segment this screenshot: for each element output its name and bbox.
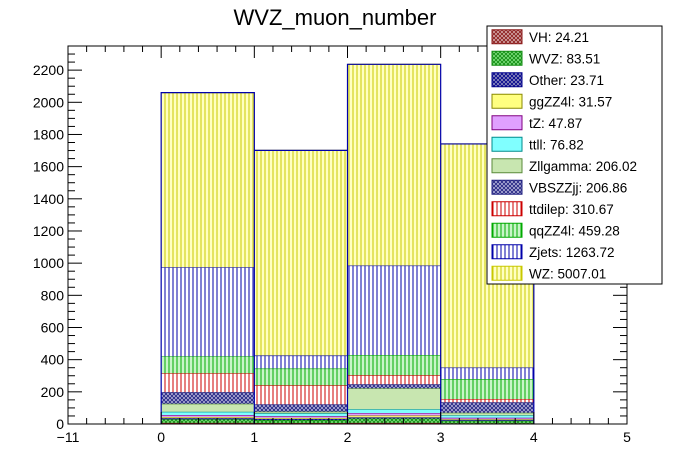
y-tick-label: 2000 [33, 94, 64, 110]
stack-outline [160, 63, 535, 424]
legend-label-ggzz4l: ggZZ4l: 31.57 [529, 94, 612, 109]
bar-wvz-bin-2 [347, 418, 441, 423]
bar-zjets-bin-1 [254, 355, 348, 369]
y-tick-label: 1800 [33, 126, 64, 142]
bar-vbszzjj-bin-2 [347, 384, 441, 389]
legend-swatch-zllgamma [491, 158, 523, 174]
x-tick-label: 1 [250, 429, 258, 445]
bar-ttll-bin-0 [161, 411, 255, 415]
bar-qqzz4l-bin-2 [347, 355, 441, 376]
legend-label-qqzz4l: qqZZ4l: 459.28 [529, 223, 620, 238]
bar-qqzz4l-bin-0 [161, 356, 255, 374]
x-tick-label: 0 [157, 429, 165, 445]
bar-zllgamma-bin-1 [254, 411, 348, 414]
bar-wz-bin-1 [254, 150, 348, 356]
y-tick-label: 2200 [33, 62, 64, 78]
legend-label-ttll: ttll: 76.82 [529, 137, 584, 152]
legend-swatch-ggzz4l [491, 93, 523, 109]
bar-tz-bin-2 [347, 413, 441, 416]
bar-zllgamma-bin-3 [440, 412, 534, 416]
x-tick-label: 5 [623, 429, 631, 445]
legend: VH: 24.21 WVZ: 83.51 Other: 23.71 ggZZ4l: 3… [486, 25, 663, 285]
legend-label-zjets: Zjets: 1263.72 [529, 245, 615, 260]
bar-tz-bin-1 [254, 416, 348, 418]
bar-tz-bin-3 [440, 417, 534, 420]
legend-label-other: Other: 23.71 [529, 73, 604, 88]
legend-swatch-ttll [491, 136, 523, 152]
legend-box [486, 25, 663, 285]
legend-label-tz: tZ: 47.87 [529, 116, 582, 131]
legend-swatch-zjets [491, 244, 523, 260]
legend-swatch-vh [491, 29, 523, 45]
legend-swatch-wvz [491, 50, 523, 66]
legend-swatch-other [491, 72, 523, 88]
chart-title: WVZ_muon_number [234, 5, 437, 30]
y-tick-label: 1200 [33, 223, 64, 239]
bar-ttll-bin-3 [440, 415, 534, 418]
bar-ttdilep-bin-1 [254, 385, 348, 405]
legend-swatch-tz [491, 115, 523, 131]
y-tick-label: 1600 [33, 159, 64, 175]
bar-zllgamma-bin-0 [161, 403, 255, 412]
bar-qqzz4l-bin-1 [254, 368, 348, 386]
x-tick-label: 3 [437, 429, 445, 445]
x-tick-label: −11 [57, 429, 80, 445]
bar-wvz-bin-0 [161, 419, 255, 423]
legend-label-zllgamma: Zllgamma: 206.02 [529, 159, 637, 174]
y-tick-label: 400 [41, 352, 65, 368]
bar-vbszzjj-bin-0 [161, 392, 255, 404]
x-tick-label: 2 [344, 429, 352, 445]
bar-wvz-bin-3 [440, 420, 534, 424]
y-tick-label: 1000 [33, 255, 64, 271]
legend-swatch-wz [491, 265, 523, 281]
y-tick-label: 800 [41, 287, 65, 303]
x-tick-label: 4 [530, 429, 538, 445]
bar-ttdilep-bin-3 [440, 399, 534, 403]
y-tick-label: 1400 [33, 191, 64, 207]
bar-ttdilep-bin-0 [161, 373, 255, 393]
bar-zjets-bin-3 [440, 367, 534, 380]
bar-ttdilep-bin-2 [347, 375, 441, 385]
y-tick-label: 200 [41, 384, 65, 400]
bar-wz-bin-0 [161, 92, 255, 268]
legend-label-ttdilep: ttdilep: 310.67 [529, 202, 614, 217]
bar-zllgamma-bin-2 [347, 388, 441, 410]
legend-swatch-qqzz4l [491, 222, 523, 238]
legend-label-vbszzjj: VBSZZjj: 206.86 [529, 180, 627, 195]
bar-tz-bin-0 [161, 414, 255, 417]
bar-zjets-bin-0 [161, 267, 255, 357]
bar-wz-bin-2 [347, 64, 441, 266]
y-tick-label: 0 [56, 416, 64, 432]
legend-swatch-vbszzjj [491, 179, 523, 195]
bar-ggzz4l-bin-0 [161, 416, 255, 419]
bar-ttll-bin-1 [254, 413, 348, 417]
bar-zjets-bin-2 [347, 265, 441, 356]
legend-label-wz: WZ: 5007.01 [529, 266, 606, 281]
bar-qqzz4l-bin-3 [440, 379, 534, 400]
bar-vbszzjj-bin-1 [254, 404, 348, 412]
legend-label-wvz: WVZ: 83.51 [529, 51, 600, 66]
legend-swatch-ttdilep [491, 201, 523, 217]
bar-wvz-bin-1 [254, 419, 348, 424]
bar-ttll-bin-2 [347, 409, 441, 414]
legend-label-vh: VH: 24.21 [529, 30, 589, 45]
bar-vbszzjj-bin-3 [440, 402, 534, 413]
bar-ggzz4l-bin-2 [347, 415, 441, 418]
y-tick-label: 600 [41, 319, 65, 335]
